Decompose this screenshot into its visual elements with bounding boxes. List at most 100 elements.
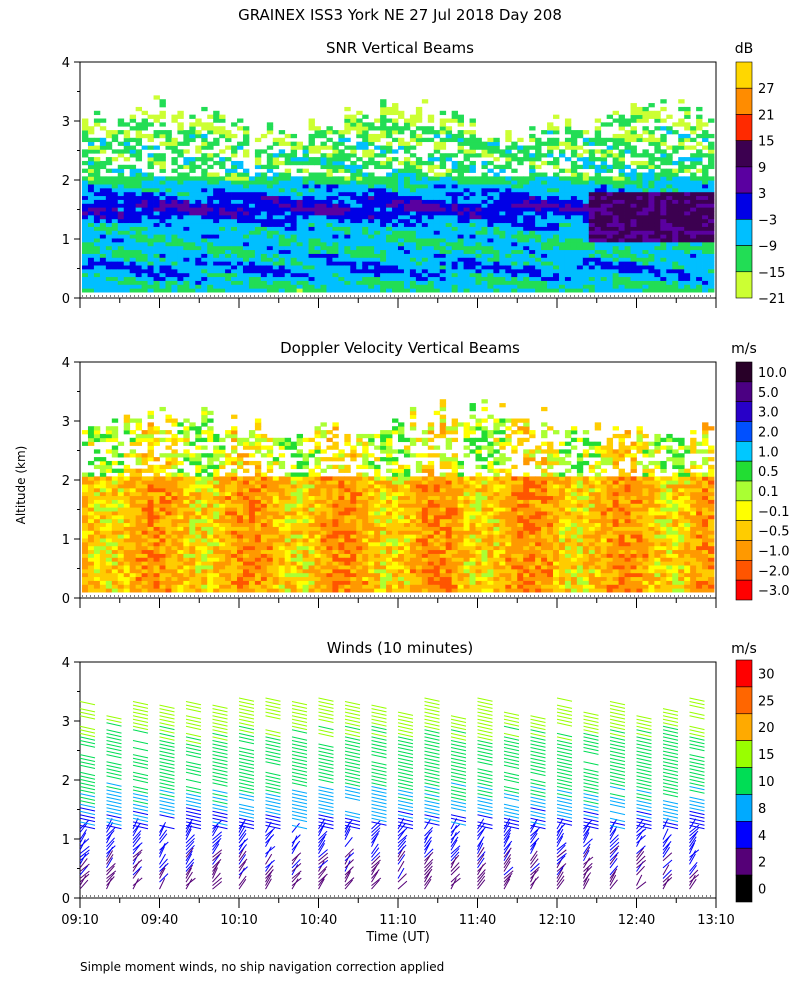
snr-cell: [666, 195, 673, 200]
snr-cell: [290, 199, 298, 204]
snr-cell: [553, 272, 560, 278]
snr-cell: [135, 187, 143, 193]
snr-cell: [547, 153, 554, 158]
snr-cell: [696, 230, 703, 235]
doppler-cell: [183, 418, 190, 423]
snr-cell: [636, 238, 643, 243]
snr-cell: [702, 253, 709, 258]
doppler-cell: [159, 430, 166, 435]
snr-cell: [302, 203, 309, 208]
snr-cell: [439, 245, 447, 251]
doppler-cell: [195, 588, 202, 593]
snr-cell: [684, 168, 691, 173]
doppler-cell: [177, 526, 184, 531]
doppler-cell: [141, 430, 148, 435]
snr-cell: [82, 176, 89, 181]
snr-cell: [642, 276, 649, 281]
snr-cell: [469, 245, 476, 251]
snr-cell: [344, 130, 351, 135]
snr-cell: [141, 280, 148, 285]
snr-cell: [421, 230, 429, 235]
snr-cell: [344, 114, 351, 119]
doppler-cell: [129, 476, 137, 481]
snr-cell: [260, 187, 268, 193]
snr-cell: [427, 257, 435, 262]
snr-cell: [135, 265, 143, 270]
snr-cell: [493, 253, 500, 258]
snr-cell: [451, 268, 459, 274]
snr-cell: [535, 257, 542, 262]
snr-cell: [612, 191, 619, 197]
snr-cell: [600, 195, 608, 200]
snr-cell: [135, 268, 143, 274]
snr-cell: [582, 176, 590, 181]
doppler-cell: [82, 511, 89, 516]
snr-cell: [451, 180, 459, 185]
snr-cell: [696, 187, 703, 193]
snr-cell: [463, 130, 470, 135]
snr-cell: [409, 191, 417, 197]
snr-cell: [260, 257, 268, 262]
snr-cell: [368, 288, 375, 293]
snr-cell: [547, 226, 554, 231]
doppler-cell: [87, 561, 95, 566]
doppler-cell: [183, 557, 190, 562]
snr-cell: [487, 153, 494, 158]
snr-cell: [481, 241, 488, 247]
snr-cell: [338, 160, 345, 166]
snr-cell: [457, 238, 464, 243]
doppler-cell: [129, 514, 137, 520]
snr-cell: [99, 226, 107, 231]
snr-cell: [684, 157, 691, 162]
snr-cell: [171, 238, 178, 243]
snr-cell: [135, 257, 143, 262]
snr-cell: [469, 184, 476, 189]
snr-cell: [278, 218, 286, 224]
snr-cell: [260, 207, 268, 212]
snr-cell: [344, 222, 351, 227]
snr-cell: [564, 180, 572, 185]
snr-cell: [594, 284, 602, 289]
snr-cell: [445, 272, 453, 278]
snr-cell: [642, 172, 649, 177]
doppler-cell: [153, 530, 160, 535]
snr-cell: [463, 149, 470, 154]
snr-cell: [624, 288, 631, 293]
snr-cell: [147, 160, 154, 166]
snr-cell: [117, 284, 125, 289]
doppler-cell: [87, 484, 95, 489]
snr-cell: [147, 176, 154, 181]
snr-cell: [606, 211, 614, 216]
snr-cell: [302, 280, 309, 285]
snr-cell: [129, 168, 137, 173]
snr-cell: [87, 149, 95, 154]
snr-cell: [326, 153, 333, 158]
snr-cell: [320, 222, 327, 227]
snr-cell: [421, 130, 429, 135]
snr-cell: [147, 230, 154, 235]
snr-cell: [87, 249, 95, 254]
snr-cell: [213, 207, 220, 212]
snr-cell: [207, 207, 214, 212]
snr-cell: [672, 249, 679, 254]
snr-cell: [600, 153, 608, 158]
snr-cell: [338, 238, 345, 243]
snr-cell: [576, 253, 584, 258]
snr-cell: [93, 118, 101, 123]
snr-cell: [702, 234, 709, 239]
snr-cell: [93, 272, 101, 278]
snr-cell: [344, 164, 351, 170]
snr-cell: [415, 280, 423, 285]
snr-cell: [237, 272, 244, 278]
snr-cell: [123, 241, 131, 247]
doppler-cell: [159, 572, 166, 578]
doppler-cell: [117, 549, 125, 554]
snr-cell: [225, 234, 232, 239]
snr-cell: [451, 153, 459, 158]
snr-cell: [535, 191, 542, 197]
snr-cell: [82, 218, 89, 224]
snr-cell: [612, 284, 619, 289]
snr-cell: [219, 157, 226, 162]
snr-cell: [201, 187, 208, 193]
doppler-cell: [123, 430, 131, 435]
